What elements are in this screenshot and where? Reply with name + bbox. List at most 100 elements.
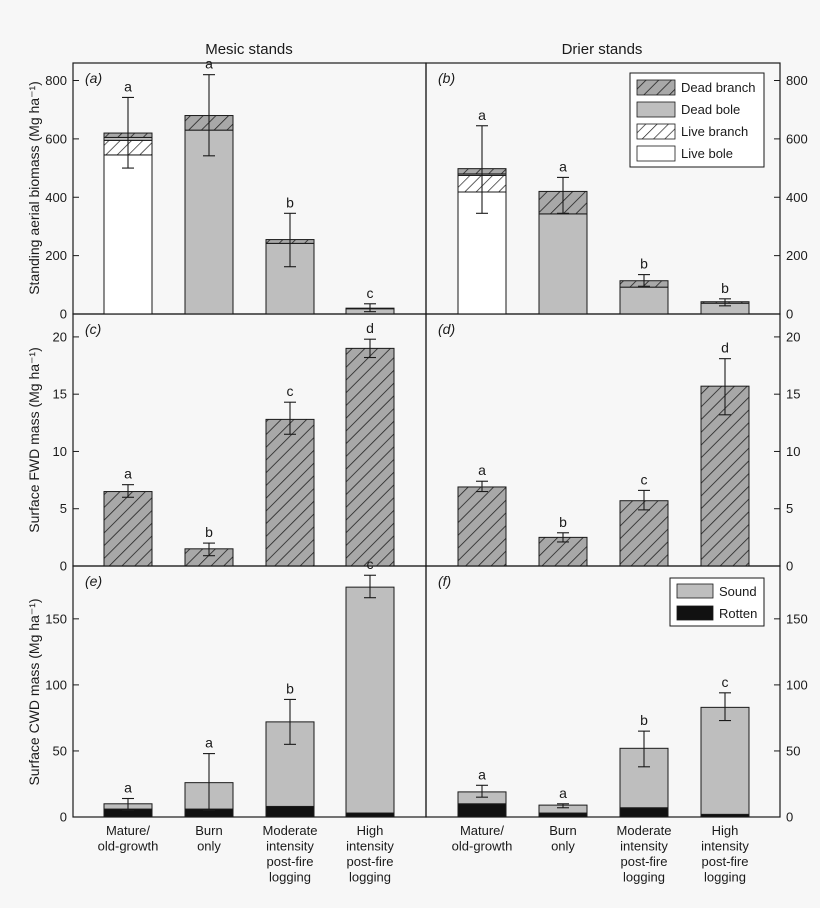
panel-c-ytick-label-20: 20	[53, 329, 67, 344]
panel-b-sig-letter-2: a	[559, 158, 567, 174]
legend-a: Dead branch Dead bole Live branch Live b…	[629, 72, 765, 168]
category-label-mesic-4: High intensity post-fire logging	[346, 823, 394, 885]
panel-e-bar-3-rotten	[265, 805, 315, 818]
panel-e-sig-letter-4: c	[367, 556, 374, 572]
legend-label-rotten: Rotten	[719, 606, 757, 621]
panel-c-ytick-label-5: 5	[60, 501, 67, 516]
panel-b-label: (b)	[438, 70, 455, 86]
panel-a-ytick-label-400: 400	[45, 190, 67, 205]
panel-f-bar-3-rotten	[619, 807, 669, 818]
panel-e-sig-letter-3: b	[286, 680, 294, 696]
legend-label-dead-bole: Dead bole	[681, 102, 740, 117]
panel-f-bar-4-sound	[700, 706, 750, 815]
panel-a-bar-1-live-bole	[103, 154, 153, 315]
panel-a-ytick-label-200: 200	[45, 248, 67, 263]
panel-e-ytick-label-150: 150	[45, 611, 67, 626]
category-labels: Mature/old-growth Burn only Moderate intensi…	[98, 823, 750, 885]
panel-a-sig-letter-2: a	[205, 56, 213, 72]
category-label-drier-3: Moderate intensity post-fire logging	[617, 823, 672, 885]
column-title-mesic: Mesic stands	[205, 41, 293, 58]
panel-c-bar-4-value	[345, 347, 395, 567]
panel-f-ytick-label-0: 0	[786, 810, 793, 825]
panel-b-bar-2-dead-bole	[538, 213, 588, 315]
panel-d: (d) 0 5 10 15 20 a b c d	[425, 313, 800, 574]
category-label-mesic-3: Moderate intensity post-fire logging	[263, 823, 318, 885]
panel-c-ytick-label-0: 0	[60, 559, 67, 574]
legend-swatch-sound	[676, 583, 714, 599]
panel-f-ytick-label-150: 150	[786, 611, 808, 626]
panel-f-sig-letter-2: a	[559, 785, 567, 801]
panel-d-sig-letter-2: b	[559, 514, 567, 530]
legend-swatch-rotten	[676, 605, 714, 621]
panel-f-ytick-label-100: 100	[786, 677, 808, 692]
legend-e: Sound Rotten	[669, 577, 765, 627]
legend-label-live-branch: Live branch	[681, 124, 748, 139]
panel-a-bar-2-dead-bole	[184, 129, 234, 315]
panel-e-bar-4-rotten	[345, 812, 395, 818]
panel-d-sig-letter-1: a	[478, 462, 486, 478]
panel-c-sig-letter-3: c	[287, 383, 294, 399]
panel-d-ytick-label-0: 0	[786, 559, 793, 574]
panel-c-ytick-label-15: 15	[53, 387, 67, 402]
legend-swatch-dead-branch	[636, 79, 676, 96]
panel-c-label: (c)	[85, 321, 101, 337]
panel-c-sig-letter-1: a	[124, 466, 132, 482]
legend-label-live-bole: Live bole	[681, 146, 733, 161]
panel-b-sig-letter-4: b	[721, 280, 729, 296]
panel-a-ytick-label-600: 600	[45, 131, 67, 146]
ylabel-standing-biomass: Standing aerial biomass (Mg ha⁻¹)	[26, 81, 42, 295]
panel-b-sig-letter-1: a	[478, 107, 486, 123]
legend-swatch-live-bole	[636, 145, 676, 162]
panel-e-bar-4-sound	[345, 586, 395, 814]
column-title-drier: Drier stands	[562, 41, 643, 58]
panel-e: (e) 0 50 100 150 a a b c	[45, 556, 427, 825]
panel-f: (f) 0 50 100 150 a a b c	[425, 565, 808, 825]
panel-f-frame	[425, 565, 781, 818]
panel-c-sig-letter-2: b	[205, 524, 213, 540]
panel-a-ytick-label-0: 0	[60, 307, 67, 322]
panel-c-bar-3-value	[265, 418, 315, 567]
panel-d-sig-letter-3: c	[641, 471, 648, 487]
panel-e-ytick-label-0: 0	[60, 810, 67, 825]
panel-a-sig-letter-4: c	[367, 285, 374, 301]
panel-d-bar-3-value	[619, 500, 669, 567]
category-label-drier-1: Mature/old-growth	[452, 823, 513, 854]
legend-swatch-dead-bole	[636, 101, 676, 118]
panel-e-sig-letter-1: a	[124, 780, 132, 796]
panel-d-label: (d)	[438, 321, 455, 337]
panel-d-ytick-label-5: 5	[786, 501, 793, 516]
category-label-mesic-2: Burn only	[195, 823, 222, 854]
panel-f-ytick-label-50: 50	[786, 743, 800, 758]
panel-b: (b) 0 200 400 600 800 a a b b	[425, 62, 808, 322]
panel-c: (c) 0 5 10 15 20 a b c d	[53, 313, 427, 574]
panel-f-label: (f)	[438, 573, 451, 589]
panel-b-sig-letter-3: b	[640, 256, 648, 272]
panel-d-ytick-label-15: 15	[786, 387, 800, 402]
panel-a-ytick-label-800: 800	[45, 73, 67, 88]
panel-e-sig-letter-2: a	[205, 735, 213, 751]
panel-d-bar-1-value	[457, 486, 507, 567]
panel-b-ytick-label-400: 400	[786, 190, 808, 205]
category-label-mesic-1: Mature/old-growth	[98, 823, 159, 854]
ylabel-surface-fwd: Surface FWD mass (Mg ha⁻¹)	[26, 347, 42, 533]
panel-d-ytick-label-20: 20	[786, 329, 800, 344]
panel-f-sig-letter-4: c	[722, 674, 729, 690]
panel-b-bar-3-dead-bole	[619, 286, 669, 315]
category-label-drier-4: High intensity post-fire logging	[701, 823, 749, 885]
panel-e-ytick-label-100: 100	[45, 677, 67, 692]
panel-d-sig-letter-4: d	[721, 340, 729, 356]
panel-f-sig-letter-3: b	[640, 712, 648, 728]
ylabel-surface-cwd: Surface CWD mass (Mg ha⁻¹)	[26, 598, 42, 785]
panel-b-ytick-label-0: 0	[786, 307, 793, 322]
panel-a: (a) 0 200 400 600 800 a a b c	[45, 56, 427, 322]
panel-e-label: (e)	[85, 573, 102, 589]
panel-e-ytick-label-50: 50	[53, 743, 67, 758]
panel-b-ytick-label-200: 200	[786, 248, 808, 263]
panel-f-bar-2-rotten	[538, 812, 588, 818]
legend-label-dead-branch: Dead branch	[681, 80, 755, 95]
category-label-drier-2: Burn only	[549, 823, 576, 854]
panel-c-bar-1-value	[103, 491, 153, 567]
panel-c-ytick-label-10: 10	[53, 444, 67, 459]
